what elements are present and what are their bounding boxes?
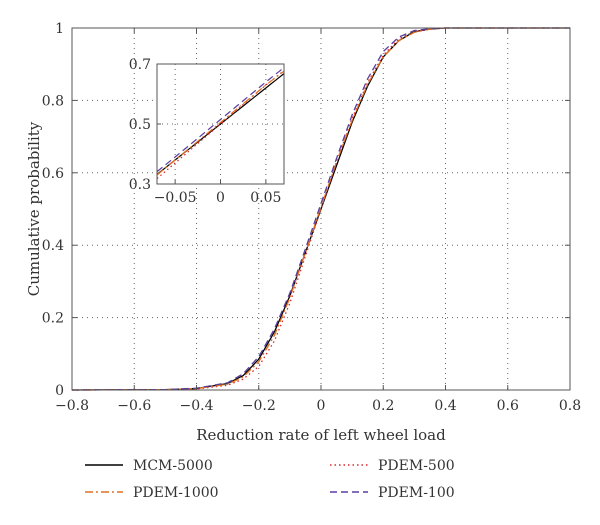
legend-label: PDEM-1000	[133, 485, 219, 501]
cdf-chart: −0.8 −0.6 −0.4 −0.2 0 0.2 0.4 0.6 0.8 0 0.2 0.4 0.6 0…	[0, 0, 600, 525]
y-axis-title: Cumulative probability	[25, 121, 43, 296]
x-tick-label: 0.4	[434, 398, 456, 414]
legend: MCM-5000 PDEM-500 PDEM-1000 PDEM-100	[85, 458, 455, 501]
main-axis-ticks: −0.8 −0.6 −0.4 −0.2 0 0.2 0.4 0.6 0.8 0 0.2 0.4 0.6 0…	[42, 21, 581, 414]
y-tick-label: 0.2	[42, 311, 64, 327]
x-axis-title: Reduction rate of left wheel load	[196, 426, 446, 444]
series-line-mcm-5000	[72, 28, 570, 390]
inset-x-tick-label: −0.05	[154, 190, 197, 206]
inset-x-tick-label: 0.05	[250, 190, 281, 206]
inset-y-tick-label: 0.7	[129, 57, 151, 73]
x-tick-label: −0.4	[180, 398, 214, 414]
y-tick-label: 1	[55, 21, 64, 37]
main-series-group	[72, 28, 570, 390]
inset-y-tick-label: 0.3	[129, 177, 151, 193]
x-tick-label: 0.8	[559, 398, 581, 414]
x-tick-label: 0.6	[497, 398, 519, 414]
y-tick-label: 0.4	[42, 238, 64, 254]
x-tick-label: 0.2	[372, 398, 394, 414]
inset-x-tick-label: 0	[216, 190, 225, 206]
x-tick-label: 0	[317, 398, 326, 414]
legend-item-pdem-100: PDEM-100	[330, 485, 455, 501]
inset-y-tick-label: 0.5	[129, 117, 151, 133]
y-tick-label: 0.8	[42, 93, 64, 109]
x-tick-label: −0.2	[242, 398, 276, 414]
legend-label: PDEM-500	[378, 458, 455, 474]
y-tick-label: 0.6	[42, 166, 64, 182]
x-tick-label: −0.6	[117, 398, 151, 414]
legend-item-pdem-1000: PDEM-1000	[85, 485, 219, 501]
y-tick-label: 0	[55, 383, 64, 399]
inset-plot: −0.05 0 0.05 0.3 0.5 0.7	[129, 57, 284, 206]
legend-label: MCM-5000	[133, 458, 213, 474]
legend-item-pdem-500: PDEM-500	[330, 458, 455, 474]
legend-item-mcm-5000: MCM-5000	[85, 458, 213, 474]
x-tick-label: −0.8	[55, 398, 89, 414]
legend-label: PDEM-100	[378, 485, 455, 501]
